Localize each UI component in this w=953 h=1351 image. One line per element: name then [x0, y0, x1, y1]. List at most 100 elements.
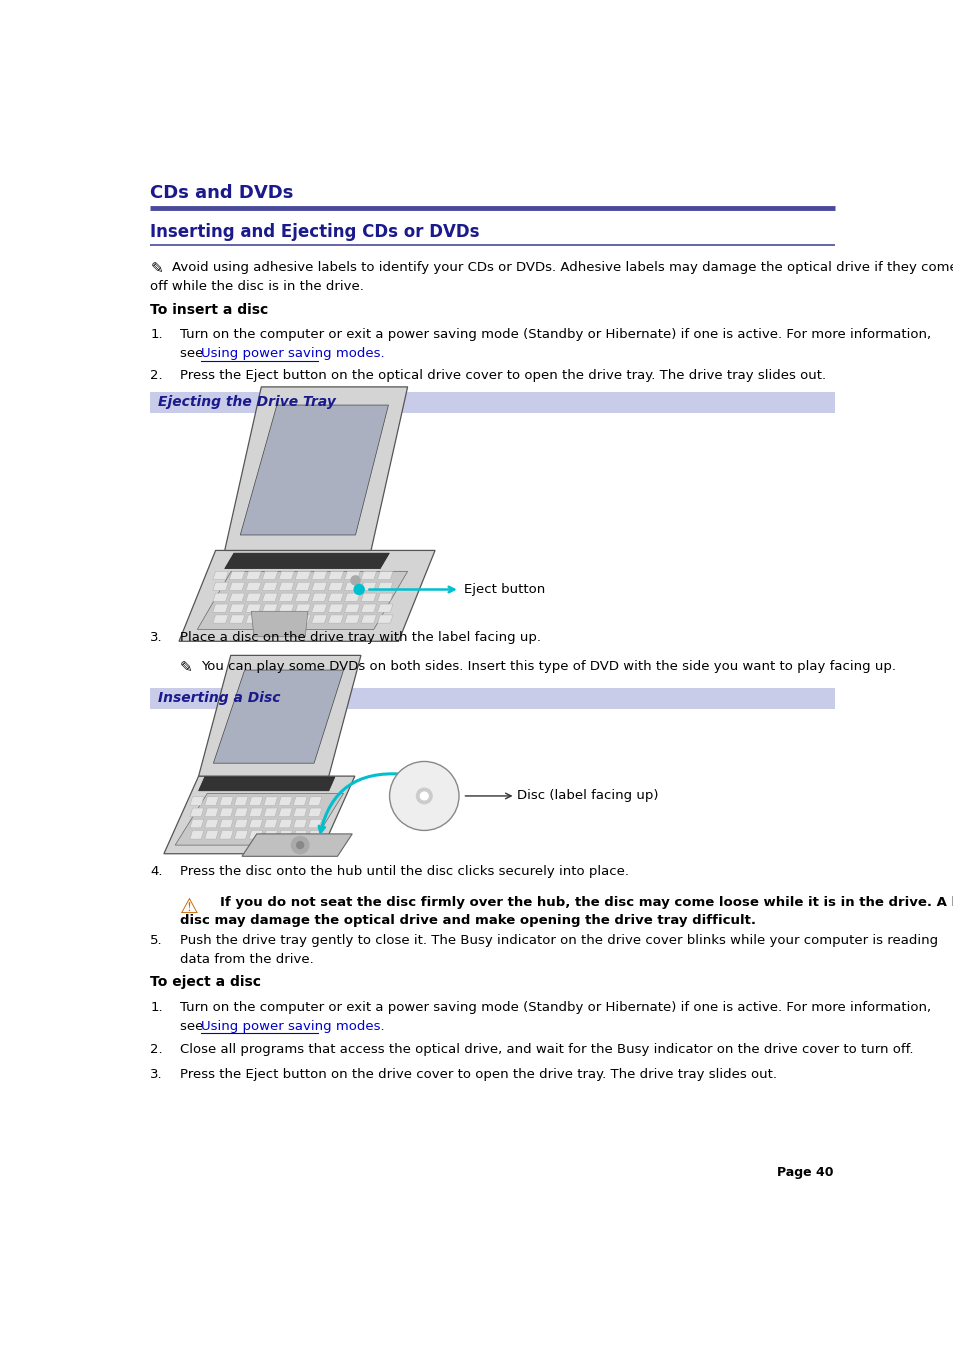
Text: ✎: ✎ — [179, 661, 193, 676]
Polygon shape — [179, 550, 435, 642]
Text: 4.: 4. — [150, 865, 163, 878]
Polygon shape — [308, 808, 321, 816]
Polygon shape — [246, 593, 261, 601]
Polygon shape — [242, 834, 352, 857]
Polygon shape — [312, 571, 327, 580]
Text: 2.: 2. — [150, 1043, 163, 1056]
Polygon shape — [219, 819, 233, 828]
Polygon shape — [205, 831, 218, 839]
Polygon shape — [263, 797, 277, 805]
Polygon shape — [213, 582, 228, 590]
Text: 2.: 2. — [150, 369, 163, 382]
Polygon shape — [164, 775, 355, 854]
Polygon shape — [360, 593, 376, 601]
Polygon shape — [360, 615, 376, 623]
Text: see: see — [179, 347, 207, 361]
Polygon shape — [190, 797, 204, 805]
Circle shape — [292, 836, 309, 854]
Polygon shape — [240, 405, 388, 535]
Polygon shape — [249, 808, 263, 816]
Text: Close all programs that access the optical drive, and wait for the Busy indicato: Close all programs that access the optic… — [179, 1043, 912, 1056]
Polygon shape — [233, 797, 248, 805]
Polygon shape — [308, 819, 321, 828]
Polygon shape — [278, 604, 294, 612]
Polygon shape — [262, 571, 277, 580]
Polygon shape — [328, 593, 343, 601]
Polygon shape — [328, 571, 343, 580]
Polygon shape — [263, 831, 277, 839]
Polygon shape — [294, 615, 311, 623]
Polygon shape — [344, 571, 359, 580]
Circle shape — [389, 762, 458, 831]
Polygon shape — [377, 582, 393, 590]
Polygon shape — [229, 582, 245, 590]
Polygon shape — [278, 831, 292, 839]
Polygon shape — [360, 604, 376, 612]
Text: Using power saving modes.: Using power saving modes. — [200, 347, 384, 361]
Polygon shape — [344, 593, 359, 601]
Polygon shape — [328, 582, 343, 590]
Text: 1.: 1. — [150, 1001, 163, 1013]
Polygon shape — [246, 582, 261, 590]
Text: ✎: ✎ — [150, 262, 163, 277]
Circle shape — [416, 788, 432, 804]
Polygon shape — [229, 604, 245, 612]
Text: off while the disc is in the drive.: off while the disc is in the drive. — [150, 280, 364, 293]
Polygon shape — [246, 615, 261, 623]
Text: You can play some DVDs on both sides. Insert this type of DVD with the side you : You can play some DVDs on both sides. In… — [201, 661, 896, 673]
Text: Turn on the computer or exit a power saving mode (Standby or Hibernate) if one i: Turn on the computer or exit a power sav… — [179, 1001, 930, 1013]
Text: Avoid using adhesive labels to identify your CDs or DVDs. Adhesive labels may da: Avoid using adhesive labels to identify … — [172, 262, 953, 274]
Text: Press the disc onto the hub until the disc clicks securely into place.: Press the disc onto the hub until the di… — [179, 865, 628, 878]
Polygon shape — [328, 615, 343, 623]
Polygon shape — [293, 819, 307, 828]
Polygon shape — [344, 604, 359, 612]
Polygon shape — [233, 819, 248, 828]
Polygon shape — [344, 582, 359, 590]
Polygon shape — [205, 808, 218, 816]
Polygon shape — [213, 571, 228, 580]
Polygon shape — [377, 615, 393, 623]
Polygon shape — [278, 808, 292, 816]
Polygon shape — [190, 831, 204, 839]
Polygon shape — [312, 593, 327, 601]
Text: data from the drive.: data from the drive. — [179, 952, 314, 966]
Polygon shape — [190, 819, 204, 828]
Polygon shape — [251, 611, 308, 636]
Polygon shape — [377, 571, 393, 580]
Polygon shape — [328, 604, 343, 612]
Polygon shape — [213, 670, 343, 763]
Polygon shape — [249, 797, 263, 805]
Polygon shape — [198, 777, 335, 790]
Polygon shape — [205, 819, 218, 828]
Polygon shape — [293, 831, 307, 839]
Text: Push the drive tray gently to close it. The Busy indicator on the drive cover bl: Push the drive tray gently to close it. … — [179, 935, 937, 947]
Polygon shape — [308, 797, 321, 805]
Polygon shape — [262, 604, 277, 612]
Polygon shape — [229, 593, 245, 601]
Polygon shape — [246, 571, 261, 580]
Polygon shape — [263, 808, 277, 816]
Circle shape — [420, 792, 428, 800]
Polygon shape — [197, 571, 407, 630]
Text: CDs and DVDs: CDs and DVDs — [150, 185, 294, 203]
Text: 1.: 1. — [150, 328, 163, 342]
Text: To insert a disc: To insert a disc — [150, 303, 268, 317]
Bar — [150, 392, 835, 413]
Polygon shape — [294, 582, 311, 590]
Text: 3.: 3. — [150, 1067, 163, 1081]
Polygon shape — [219, 797, 233, 805]
Polygon shape — [262, 593, 277, 601]
Polygon shape — [278, 615, 294, 623]
Text: Using power saving modes.: Using power saving modes. — [200, 1020, 384, 1032]
Circle shape — [351, 576, 359, 585]
Polygon shape — [377, 593, 393, 601]
Polygon shape — [294, 593, 311, 601]
Polygon shape — [229, 615, 245, 623]
Circle shape — [296, 842, 303, 848]
Polygon shape — [293, 808, 307, 816]
Polygon shape — [312, 615, 327, 623]
Polygon shape — [249, 819, 263, 828]
Polygon shape — [360, 571, 376, 580]
Polygon shape — [225, 386, 407, 550]
Polygon shape — [175, 793, 343, 846]
